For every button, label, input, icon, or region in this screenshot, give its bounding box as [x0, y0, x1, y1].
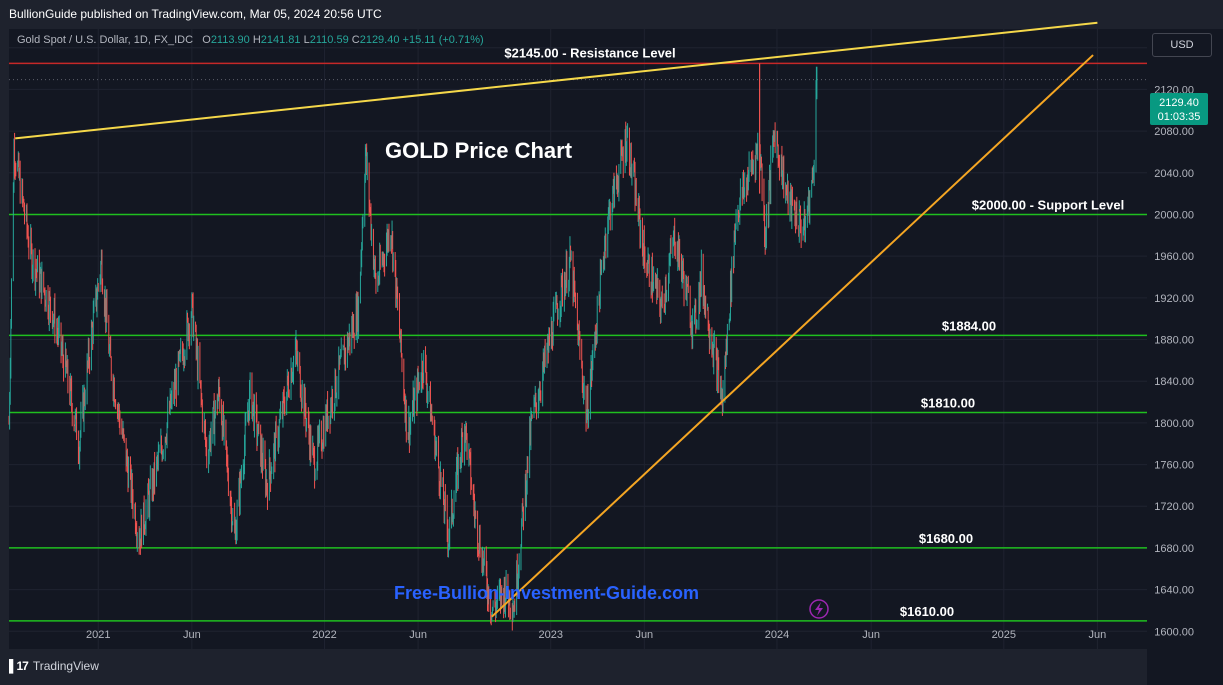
level-label: $1884.00 [942, 318, 996, 333]
time-tick-label: Jun [1089, 629, 1107, 641]
level-label: $1680.00 [919, 531, 973, 546]
price-tick-label: 1960.00 [1154, 251, 1194, 263]
time-tick-label: 2023 [538, 629, 562, 641]
last-price-tag: 2129.40 01:03:35 [1150, 93, 1208, 125]
close-label: C [351, 34, 360, 46]
brand-name: TradingView [32, 659, 99, 673]
time-tick-label: Jun [635, 629, 653, 641]
low-label: L [303, 34, 310, 46]
level-label: $1610.00 [900, 604, 954, 619]
price-tick-label: 2000.00 [1154, 209, 1194, 221]
price-tick-label: 1720.00 [1154, 501, 1194, 513]
trendline-upper [15, 21, 1098, 140]
price-tick-label: 1640.00 [1154, 585, 1194, 597]
price-tick-label: 1920.00 [1154, 293, 1194, 305]
trendline-lower [491, 54, 1094, 618]
high-value: 2141.81 [260, 34, 301, 46]
change-value: +15.11 (+0.71%) [402, 34, 484, 46]
time-tick-label: 2025 [992, 629, 1016, 641]
time-axis: 2021 Jun 2022 Jun 2023 Jun 2024 Jun 2025 Jun [86, 629, 1106, 641]
time-tick-label: Jun [409, 629, 427, 641]
currency-button[interactable]: USD [1152, 33, 1212, 57]
watermark-text[interactable]: Free-Bullion-Investment-Guide.com [394, 583, 699, 603]
price-axis: 2160.002120.002080.002040.002000.001960.… [1154, 43, 1194, 639]
open-label: O [202, 34, 211, 46]
time-tick-label: Jun [862, 629, 880, 641]
tradingview-logo-icon: ▌17 [9, 659, 29, 673]
chart-title: GOLD Price Chart [385, 138, 573, 163]
high-label: H [252, 34, 261, 46]
level-labels: $2145.00 - Resistance Level $2000.00 - Su… [504, 45, 1124, 618]
symbol-legend: Gold Spot / U.S. Dollar, 1D, FX_IDC O211… [17, 34, 484, 46]
price-tick-label: 1800.00 [1154, 418, 1194, 430]
footer-brand[interactable]: ▌17 TradingView [9, 659, 99, 673]
last-price: 2129.40 [1159, 97, 1199, 109]
time-tick-label: 2024 [765, 629, 789, 641]
symbol-name[interactable]: Gold Spot / U.S. Dollar, 1D, FX_IDC [17, 34, 194, 46]
time-tick-label: 2022 [312, 629, 336, 641]
open-value: 2113.90 [210, 34, 250, 46]
price-tick-label: 1880.00 [1154, 335, 1194, 347]
level-label: $2000.00 - Support Level [972, 197, 1124, 212]
price-tick-label: 1680.00 [1154, 543, 1194, 555]
trendlines [15, 21, 1098, 618]
lightning-icon[interactable] [809, 599, 829, 619]
price-tick-label: 1840.00 [1154, 376, 1194, 388]
price-tick-label: 1760.00 [1154, 460, 1194, 472]
time-tick-label: 2021 [86, 629, 110, 641]
price-tick-label: 2040.00 [1154, 168, 1194, 180]
close-value: 2129.40 [359, 34, 400, 46]
level-label: $1810.00 [921, 395, 975, 410]
low-value: 2110.59 [309, 34, 349, 46]
price-tick-label: 2080.00 [1154, 126, 1194, 138]
publisher-line: BullionGuide published on TradingView.co… [9, 7, 382, 21]
price-tick-label: 1600.00 [1154, 626, 1194, 638]
bar-countdown: 01:03:35 [1158, 111, 1201, 123]
level-label: $2145.00 - Resistance Level [504, 45, 675, 60]
price-axis-panel[interactable] [1147, 29, 1223, 685]
time-tick-label: Jun [183, 629, 201, 641]
candles [8, 63, 818, 631]
horizontal-levels [9, 62, 1147, 622]
